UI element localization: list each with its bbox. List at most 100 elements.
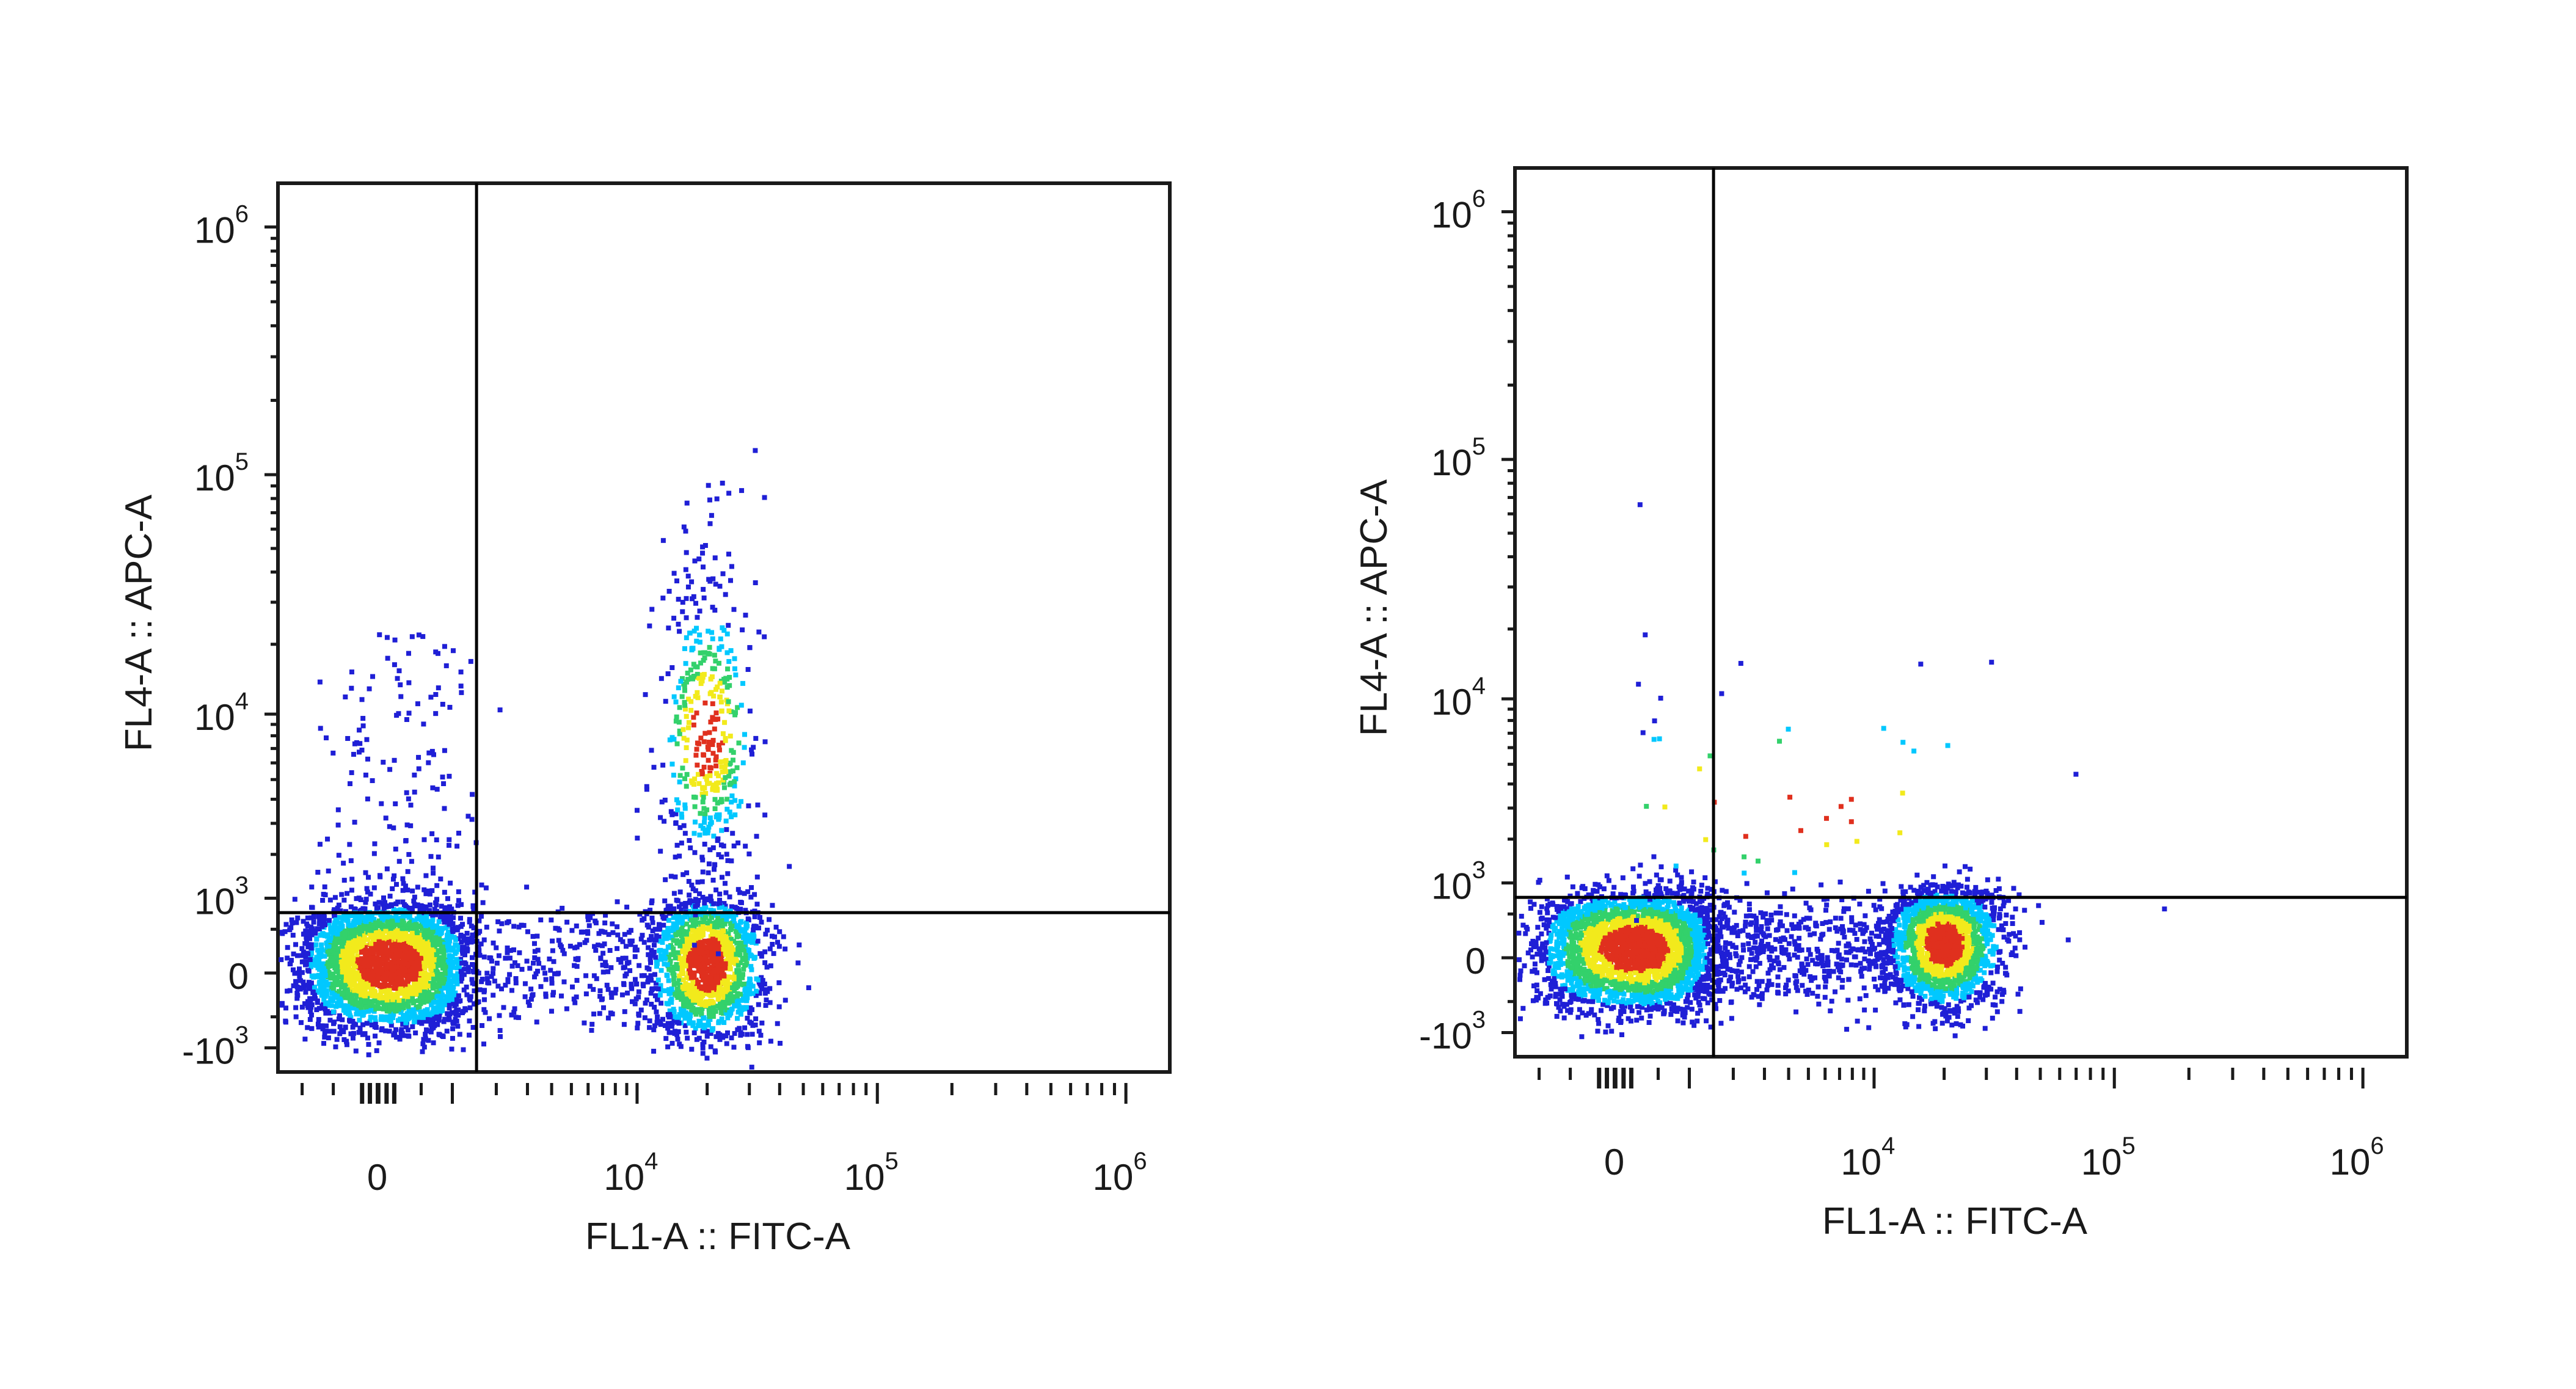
event-dot: [447, 922, 452, 927]
event-dot: [712, 726, 717, 732]
event-dot: [349, 994, 355, 1000]
event-dot: [435, 1005, 440, 1010]
event-dot: [350, 1035, 356, 1041]
event-dot: [710, 845, 716, 850]
event-dot: [412, 982, 417, 987]
event-dot: [730, 768, 735, 774]
event-dot: [420, 979, 426, 985]
event-dot: [433, 984, 439, 990]
event-dot: [698, 911, 704, 917]
event-dot: [687, 951, 693, 957]
event-dot: [393, 999, 398, 1004]
event-dot: [770, 941, 775, 947]
event-dot: [306, 986, 312, 991]
event-dot: [357, 1012, 363, 1017]
event-dot: [464, 984, 469, 990]
event-dot: [698, 681, 704, 687]
event-dot: [723, 676, 729, 681]
event-dot: [525, 929, 530, 935]
event-dot: [632, 954, 638, 960]
event-dot: [538, 984, 544, 990]
event-dot: [665, 1044, 671, 1049]
event-dot: [483, 1010, 488, 1015]
event-dot: [742, 939, 748, 945]
event-dot: [701, 739, 707, 745]
event-dot: [338, 927, 343, 932]
event-dot: [680, 872, 686, 877]
event-dot: [728, 990, 734, 995]
event-dot: [406, 953, 412, 958]
event-dot: [430, 985, 436, 991]
event-dot: [411, 1000, 417, 1005]
event-dot: [724, 1030, 730, 1035]
event-dot: [626, 960, 632, 965]
event-dot: [426, 957, 432, 963]
event-dot: [743, 844, 748, 849]
event-dot: [733, 776, 739, 782]
event-dot: [732, 783, 737, 789]
event-dot: [726, 708, 732, 713]
event-dot: [758, 983, 764, 988]
event-dot: [395, 928, 400, 933]
event-dot: [701, 672, 707, 677]
event-dot: [406, 1016, 411, 1022]
event-dot: [671, 982, 677, 987]
event-dot: [729, 994, 735, 999]
event-dot: [362, 970, 367, 975]
event-dot: [743, 953, 748, 958]
event-dot: [437, 1005, 443, 1011]
event-dot: [604, 982, 610, 988]
event-dot: [371, 950, 376, 955]
event-dot: [754, 834, 759, 839]
event-dot: [666, 1015, 672, 1020]
event-dot: [307, 1017, 313, 1023]
event-dot: [660, 762, 666, 768]
event-dot: [743, 921, 749, 927]
event-dot: [709, 630, 715, 635]
event-dot: [683, 1015, 688, 1021]
event-dot: [354, 1012, 359, 1017]
event-dot: [673, 811, 679, 817]
event-dot: [705, 966, 710, 972]
event-dot: [333, 1044, 338, 1049]
event-dot: [719, 1000, 724, 1005]
event-dot: [700, 550, 706, 556]
event-dot: [732, 982, 737, 988]
event-dot: [352, 906, 358, 912]
event-dot: [723, 906, 728, 912]
event-dot: [705, 830, 710, 836]
event-dot: [359, 956, 365, 961]
event-dot: [668, 952, 674, 957]
event-dot: [687, 969, 693, 975]
event-dot: [335, 1001, 340, 1006]
event-dot: [327, 938, 333, 943]
event-dot: [681, 524, 687, 530]
event-dot: [446, 1017, 451, 1023]
event-dot: [683, 567, 688, 572]
event-dot: [649, 748, 654, 753]
event-dot: [414, 930, 420, 936]
event-dot: [676, 720, 682, 725]
event-dot: [454, 979, 460, 984]
event-dot: [511, 924, 517, 929]
event-dot: [448, 964, 454, 970]
event-dot: [783, 997, 788, 1003]
event-dot: [465, 969, 471, 974]
event-dot: [320, 931, 326, 936]
event-dot: [505, 920, 510, 925]
event-dot: [312, 984, 317, 990]
event-dot: [689, 647, 695, 653]
event-dot: [422, 963, 428, 968]
event-dot: [449, 1046, 454, 1052]
event-dot: [717, 680, 723, 686]
event-dot: [621, 965, 626, 971]
event-dot: [723, 961, 728, 966]
event-dot: [379, 922, 385, 928]
event-dot: [368, 941, 374, 946]
event-dot: [564, 919, 570, 925]
event-dot: [516, 1015, 522, 1020]
event-dot: [332, 913, 337, 918]
event-dot: [345, 914, 350, 919]
event-dot: [436, 991, 441, 996]
event-dot: [365, 1035, 370, 1041]
